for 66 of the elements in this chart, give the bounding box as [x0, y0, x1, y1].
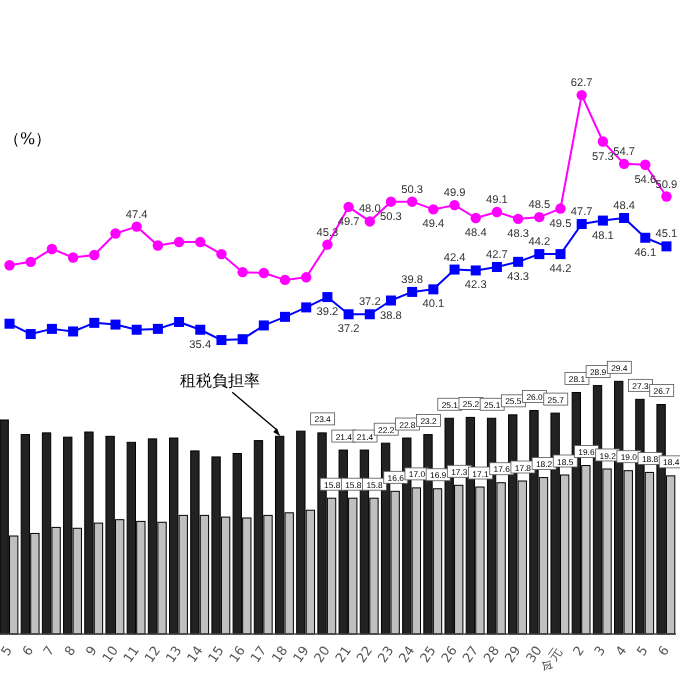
- point: [131, 324, 142, 335]
- point: [385, 196, 397, 207]
- point: [322, 292, 333, 303]
- point: [364, 216, 375, 227]
- point: [534, 249, 545, 260]
- point: [449, 264, 460, 275]
- point: [258, 320, 269, 331]
- point: [195, 236, 206, 248]
- point: [618, 158, 630, 170]
- point: [512, 213, 524, 225]
- point: [4, 318, 15, 329]
- point: [470, 265, 481, 276]
- point: [131, 221, 142, 232]
- point: [216, 248, 227, 260]
- point: [576, 219, 587, 230]
- point: [110, 319, 121, 330]
- point: [152, 323, 163, 334]
- point: [640, 232, 651, 243]
- point: [428, 204, 439, 215]
- point: [513, 256, 524, 267]
- point: [67, 252, 79, 263]
- point: [68, 326, 79, 337]
- point: [237, 266, 248, 278]
- point: [301, 302, 312, 313]
- point: [322, 239, 333, 250]
- point: [46, 243, 58, 255]
- point: [110, 228, 121, 239]
- point: [4, 260, 15, 271]
- point: [555, 249, 566, 260]
- point: [661, 241, 672, 252]
- point: [385, 295, 396, 306]
- point: [25, 329, 36, 340]
- y-axis-title: （%）: [4, 130, 52, 148]
- point: [301, 272, 312, 283]
- point: [258, 267, 270, 279]
- point: [173, 236, 185, 248]
- point: [407, 286, 418, 297]
- point: [555, 203, 566, 214]
- point: [237, 334, 248, 345]
- point: [364, 309, 375, 320]
- point: [491, 262, 502, 272]
- point: [25, 256, 36, 268]
- point: [343, 201, 354, 213]
- point: [470, 212, 481, 224]
- point: [597, 215, 608, 226]
- point: [661, 191, 672, 202]
- point: [343, 309, 354, 320]
- point: [195, 324, 206, 335]
- point: [174, 317, 185, 328]
- point: [406, 196, 418, 207]
- point: [280, 311, 291, 322]
- point: [597, 136, 609, 147]
- point: [89, 317, 100, 328]
- point: [534, 211, 545, 223]
- point: [619, 213, 630, 224]
- point: [46, 323, 57, 334]
- point: [491, 206, 503, 218]
- point: [89, 249, 100, 261]
- point: [428, 284, 439, 295]
- annotation: 租税負担率: [180, 372, 261, 391]
- point: [576, 89, 587, 101]
- point: [640, 159, 651, 170]
- point: [279, 274, 291, 286]
- point: [449, 199, 460, 211]
- point: [152, 240, 164, 251]
- point: [216, 335, 227, 346]
